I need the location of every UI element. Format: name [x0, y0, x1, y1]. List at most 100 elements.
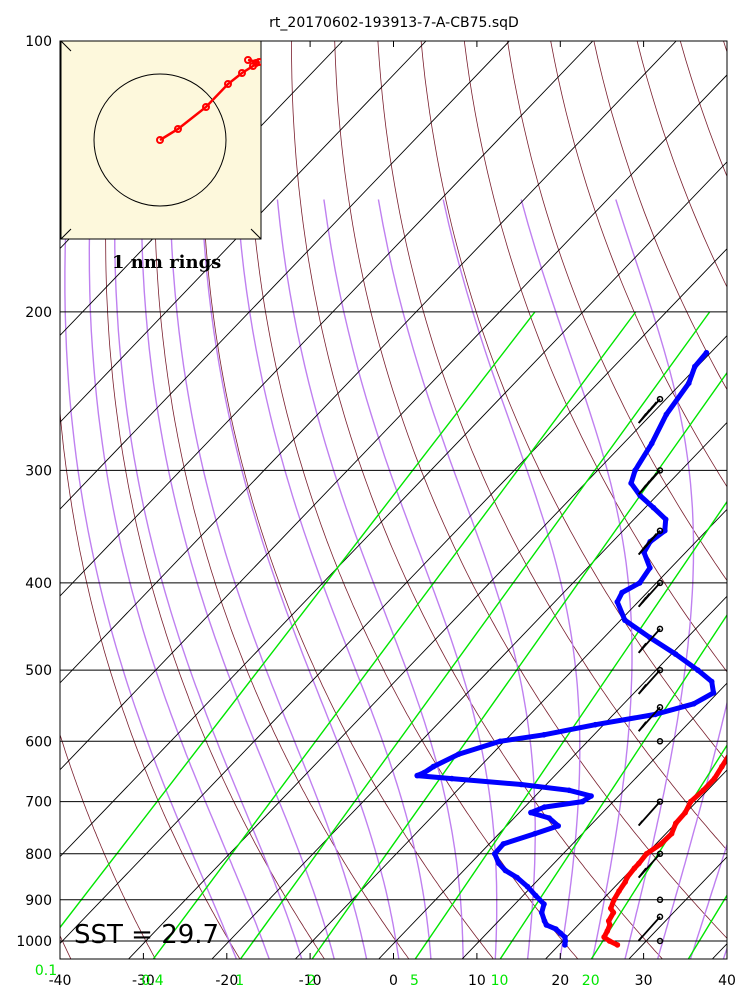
wind-barb-station — [656, 798, 664, 805]
wind-barb-half-flag — [651, 473, 657, 480]
dewpoint-point — [553, 926, 559, 932]
dry-adiabat — [679, 41, 727, 178]
pressure-tick-label: 600 — [25, 734, 52, 750]
dry-adiabat — [291, 41, 663, 959]
dewpoint-point — [541, 732, 547, 738]
wind-barb — [637, 850, 664, 879]
dewpoint-point — [491, 851, 498, 857]
pressure-tick-label: 300 — [25, 463, 52, 479]
wind-barb-station — [656, 395, 664, 403]
dry-adiabat — [420, 41, 727, 763]
temperature-point — [614, 942, 621, 948]
dewpoint-point — [421, 769, 428, 776]
isotherm — [60, 248, 727, 945]
moist-adiabat — [201, 199, 400, 959]
dry-adiabat — [60, 733, 156, 959]
wind-barbs — [637, 395, 664, 945]
dewpoint-point — [588, 793, 594, 799]
dewpoint-point — [541, 901, 547, 907]
mixing-ratio-labels: 0.1 0.4 1 2 5 10 20 — [35, 963, 600, 989]
mixing-ratio-label: 20 — [582, 973, 600, 989]
wind-barb-station — [656, 579, 664, 587]
dewpoint-point — [557, 930, 564, 936]
mixing-ratio-label: 1 — [235, 973, 244, 989]
mixing-ratio-line — [239, 311, 711, 959]
dewpoint-point — [532, 892, 539, 899]
moist-adiabat — [113, 199, 303, 959]
wind-barb-half-flag — [644, 593, 650, 600]
wind-barb-half-flag — [637, 935, 644, 942]
moist-adiabat — [520, 199, 633, 959]
dewpoint-point — [496, 860, 502, 867]
hodograph-inset — [60, 40, 262, 240]
dewpoint-point — [497, 738, 503, 745]
dewpoint-point — [555, 823, 561, 829]
temperature-point — [622, 879, 628, 885]
isotherm — [60, 41, 594, 597]
pressure-tick-label: 100 — [25, 34, 52, 50]
temperature-point — [711, 775, 718, 782]
sst-label: SST = 29.7 — [74, 920, 219, 950]
temperature-tick-label: 0 — [389, 973, 398, 989]
dewpoint-point — [672, 651, 679, 657]
moist-adiabat — [169, 199, 368, 959]
dry-adiabat — [334, 41, 727, 939]
dewpoint-point — [619, 589, 625, 596]
dewpoint-point — [541, 918, 548, 924]
hodograph-corner-bl — [61, 228, 72, 239]
temperature-point — [610, 909, 617, 916]
isotherm — [60, 161, 727, 858]
wind-barb — [637, 625, 664, 654]
temperature-axis-labels: -40 -30 -20 -10 0 10 20 30 40 — [49, 41, 736, 989]
mixing-ratio-lines — [60, 311, 727, 959]
temperature-point — [601, 934, 607, 940]
wind-barb-half-flag — [641, 868, 647, 875]
dry-adiabat — [246, 41, 579, 959]
isotherm — [127, 334, 727, 959]
dewpoint-point — [632, 467, 638, 474]
wind-barb-flag — [648, 533, 658, 544]
temperature-point — [611, 897, 617, 903]
mixing-ratio-line — [60, 311, 536, 929]
temperature-point — [668, 830, 675, 837]
temperature-point — [682, 809, 688, 816]
moist-adiabat — [377, 199, 536, 959]
mixing-ratio-line — [311, 371, 727, 959]
chart-title: rt_20170602-193913-7-A-CB75.sqD — [269, 15, 519, 31]
wind-barb — [637, 798, 664, 827]
temperature-point — [739, 725, 745, 731]
pressure-tick-label: 700 — [25, 795, 52, 811]
pressure-tick-label: 800 — [25, 847, 52, 863]
dewpoint-point — [538, 909, 545, 916]
wind-barb — [637, 395, 664, 424]
wind-barb-station — [656, 850, 664, 858]
mixing-ratio-line — [687, 894, 727, 959]
dewpoint-point — [622, 617, 628, 623]
hodograph-corner-br — [250, 228, 261, 239]
mixing-ratio-line — [414, 500, 727, 959]
dewpoint-point — [695, 667, 701, 673]
dewpoint-point — [500, 841, 507, 847]
temperature-point — [608, 905, 614, 912]
temperature-tick-label: 40 — [718, 973, 736, 989]
mixing-ratio-line — [152, 311, 637, 959]
temperature-point — [726, 753, 727, 755]
plot-area — [60, 41, 745, 959]
temperature-point — [631, 865, 638, 871]
isotherms — [60, 41, 727, 959]
wind-barb-station — [656, 937, 664, 945]
dewpoint-point — [579, 798, 586, 805]
pressure-tick-label: 200 — [25, 305, 52, 321]
dewpoint-line — [414, 350, 716, 948]
isotherm — [60, 41, 427, 423]
dewpoint-point — [692, 363, 698, 370]
dewpoint-point — [662, 527, 668, 534]
dewpoint-point — [449, 775, 455, 782]
wind-barb-station — [656, 467, 664, 474]
wind-barb — [637, 666, 664, 695]
temperature-tick-label: -10 — [299, 973, 322, 989]
hodograph-point — [156, 136, 164, 144]
mixing-ratio-label: 10 — [491, 973, 509, 989]
dewpoint-point — [524, 883, 531, 890]
